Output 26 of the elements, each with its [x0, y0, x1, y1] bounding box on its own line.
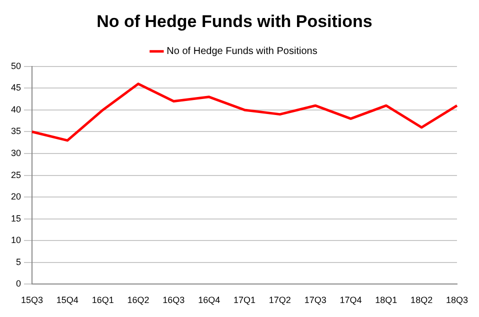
x-tick-label: 16Q2	[127, 295, 150, 306]
x-tick-label: 15Q3	[20, 295, 44, 306]
y-tick-label: 30	[10, 148, 22, 158]
x-tick-label: 16Q1	[92, 295, 114, 306]
y-tick-label: 20	[10, 192, 22, 202]
chart-title: No of Hedge Funds with Positions	[96, 12, 372, 31]
x-tick-label: 17Q1	[233, 295, 256, 306]
y-tick-label: 25	[10, 170, 22, 180]
x-tick-label: 18Q3	[446, 295, 468, 306]
legend-label: No of Hedge Funds with Positions	[166, 46, 318, 58]
y-tick-label: 5	[16, 256, 22, 267]
x-tick-label: 17Q3	[304, 295, 326, 306]
y-tick-label: 15	[10, 213, 22, 224]
x-tick-label: 17Q2	[268, 295, 291, 306]
x-tick-label: 18Q2	[410, 295, 433, 306]
x-tick-label: 17Q4	[340, 295, 362, 306]
x-tick-label: 16Q4	[198, 295, 220, 306]
y-tick-label: 50	[10, 60, 22, 71]
x-tick-label: 18Q1	[375, 295, 398, 306]
y-tick-label: 0	[16, 278, 22, 289]
x-tick-label: 16Q3	[162, 295, 185, 306]
y-tick-label: 10	[10, 235, 22, 246]
y-tick-label: 40	[10, 104, 22, 114]
y-tick-label: 45	[10, 82, 22, 93]
x-tick-label: 15Q4	[56, 295, 78, 306]
y-tick-label: 35	[10, 126, 22, 136]
